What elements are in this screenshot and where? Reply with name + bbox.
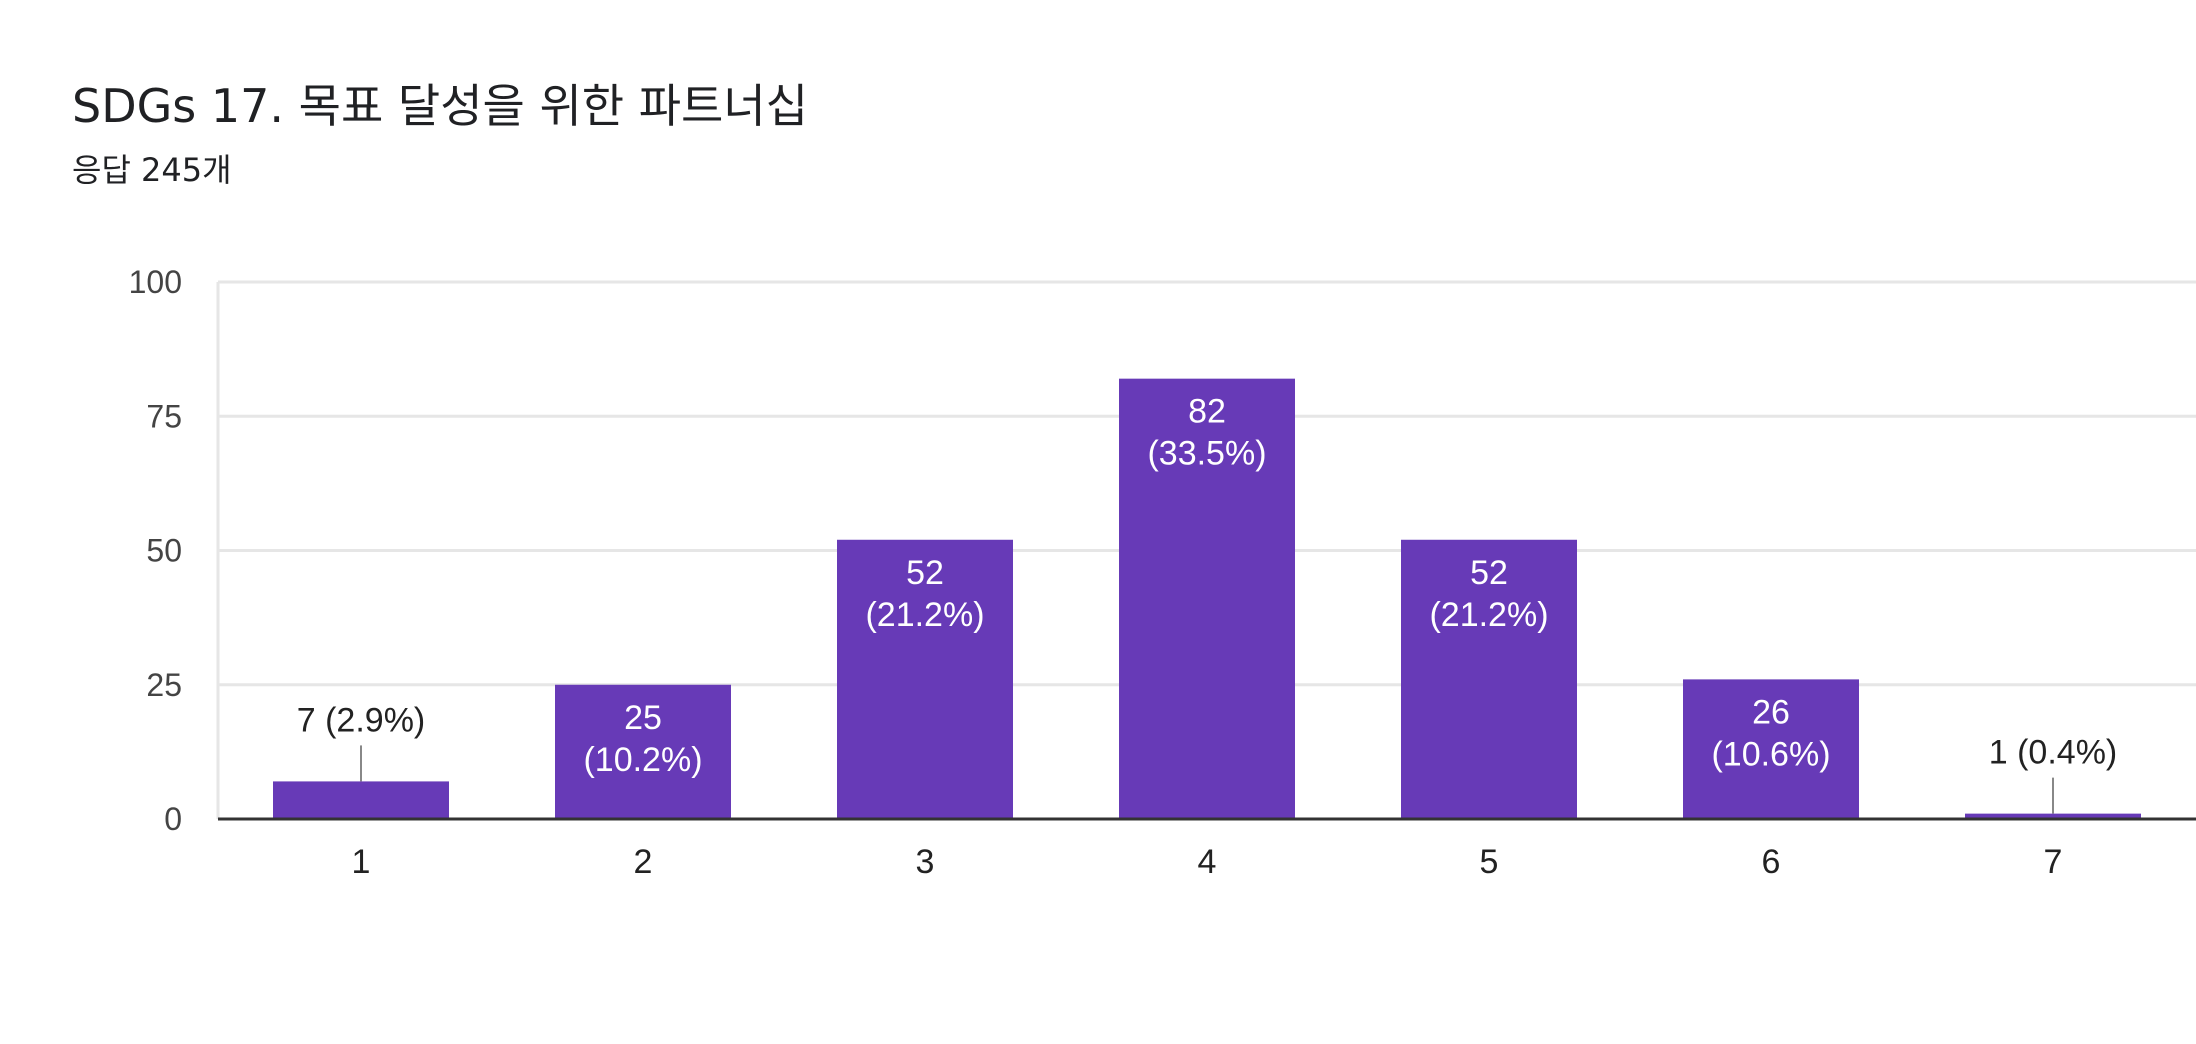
bar <box>555 684 731 819</box>
data-label-percent: (10.6%) <box>1711 735 1830 773</box>
bar <box>1683 679 1859 819</box>
data-label-percent: (33.5%) <box>1147 435 1266 473</box>
data-label-percent: (10.2%) <box>583 741 702 779</box>
data-label: 26 <box>1752 693 1790 731</box>
x-tick-label: 2 <box>634 843 653 881</box>
data-label: 25 <box>624 699 662 737</box>
y-tick-label: 25 <box>146 667 182 703</box>
x-tick-label: 5 <box>1480 843 1499 881</box>
x-tick-label: 1 <box>352 843 371 881</box>
response-count: 응답 245개 <box>72 151 232 189</box>
bar <box>1965 813 2141 819</box>
bar <box>1401 539 1577 819</box>
y-tick-label: 75 <box>146 398 182 434</box>
x-tick-label: 3 <box>916 843 935 881</box>
data-label: 82 <box>1188 393 1226 431</box>
y-tick-label: 100 <box>129 264 182 300</box>
data-label: 52 <box>906 554 944 592</box>
y-tick-label: 0 <box>164 801 182 837</box>
chart-title: SDGs 17. 목표 달성을 위한 파트너십 <box>72 79 809 133</box>
data-label-percent: (21.2%) <box>1429 596 1548 634</box>
data-label: 7 (2.9%) <box>297 701 426 739</box>
x-tick-label: 6 <box>1762 843 1781 881</box>
data-label-percent: (21.2%) <box>865 596 984 634</box>
y-tick-label: 50 <box>146 533 182 569</box>
data-label: 52 <box>1470 554 1508 592</box>
x-tick-label: 4 <box>1198 843 1217 881</box>
bar <box>1119 378 1295 819</box>
bar <box>273 781 449 819</box>
data-label: 1 (0.4%) <box>1989 734 2118 772</box>
x-tick-label: 7 <box>2044 843 2063 881</box>
bar <box>837 539 1013 819</box>
